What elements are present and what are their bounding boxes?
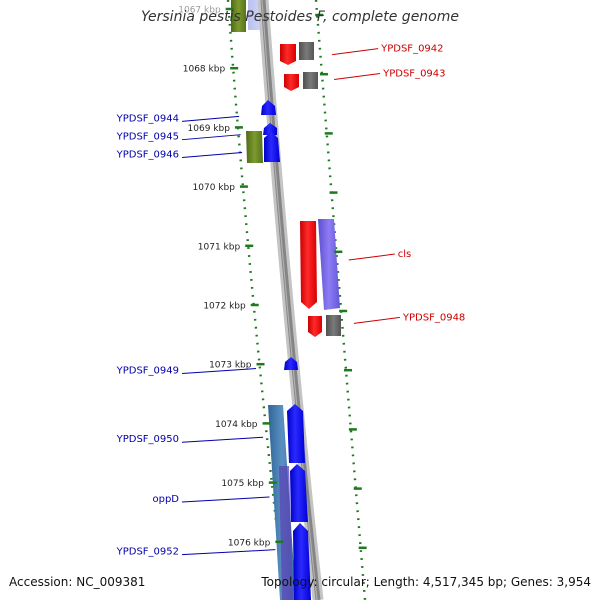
gene-label-right[interactable]: YPDSF_0942 — [380, 44, 443, 55]
genome-summary-text: Topology: circular; Length: 4,517,345 bp… — [261, 575, 591, 589]
gene-label-leader — [348, 253, 395, 261]
accession-text: Accession: NC_009381 — [9, 575, 146, 589]
gene-label-leader — [332, 48, 379, 56]
gene-label-left[interactable]: YPDSF_0945 — [116, 132, 179, 143]
gene-label-right[interactable]: YPDSF_0943 — [382, 68, 445, 79]
gene-label-left[interactable]: YPDSF_0944 — [116, 113, 179, 124]
gene-ypdsf-0945[interactable] — [263, 123, 277, 135]
gene-label-left[interactable]: YPDSF_0946 — [116, 149, 179, 160]
gene-label-leader — [181, 368, 257, 375]
kbp-tick-label: 1068 kbp — [183, 65, 226, 75]
kbp-tick-label: 1072 kbp — [203, 302, 246, 312]
gene-label-leader — [353, 316, 400, 324]
gray-feature-0942 — [299, 42, 314, 60]
gene-label-left[interactable]: YPDSF_0952 — [116, 547, 179, 558]
gene-ypdsf-0944[interactable] — [261, 100, 276, 115]
gene-label-right[interactable]: cls — [398, 249, 412, 260]
purple-feature-oppd — [279, 466, 293, 600]
gene-label-leader — [181, 151, 243, 158]
gene-label-leader — [334, 72, 381, 80]
kbp-tick-label: 1071 kbp — [198, 242, 241, 252]
backbone-highlight — [261, 0, 318, 600]
gene-label-right[interactable]: YPDSF_0948 — [402, 312, 465, 323]
gene-label-left[interactable]: YPDSF_0949 — [116, 366, 179, 377]
kbp-tick-label: 1076 kbp — [228, 538, 271, 548]
gene-cls[interactable] — [300, 221, 317, 309]
gene-ypdsf-0946[interactable] — [264, 132, 280, 162]
gene-label-leader — [181, 115, 240, 122]
gene-label-left[interactable]: YPDSF_0950 — [116, 434, 179, 445]
gene-label-leader — [181, 496, 270, 503]
kbp-tick-layer: 1067 kbp 1068 kbp 1069 kbp 1070 kbp 1071 kbp… — [178, 6, 367, 550]
gene-label-leader — [181, 134, 241, 141]
olive-feature-0946 — [246, 131, 263, 163]
gene-ypdsf-0942[interactable] — [280, 44, 296, 65]
gray-feature-0943 — [303, 72, 318, 89]
olive-feature-fragment — [231, 0, 246, 32]
purple-feature-cls — [318, 219, 340, 310]
gene-ypdsf-0943[interactable] — [284, 74, 299, 91]
kbp-tick-label: 1070 kbp — [193, 183, 236, 193]
gene-ypdsf-0952[interactable] — [293, 523, 311, 600]
gray-feature-0948 — [326, 315, 341, 336]
kbp-tick-label: 1067 kbp — [178, 6, 221, 16]
genome-backbone — [260, 0, 321, 600]
kbp-tick-label: 1075 kbp — [221, 479, 264, 489]
gene-label-leader — [181, 549, 276, 556]
kbp-tick-label: 1073 kbp — [209, 361, 252, 371]
kbp-tick-label: 1069 kbp — [188, 124, 231, 134]
gene-ypdsf-0949[interactable] — [284, 357, 298, 370]
kbp-tick-label: 1074 kbp — [215, 420, 258, 430]
gene-ypdsf-0950[interactable] — [287, 404, 305, 463]
gene-oppd[interactable] — [290, 464, 308, 522]
gene-label-left[interactable]: oppD — [152, 494, 179, 505]
gene-label-leader — [181, 436, 264, 443]
map-title: Yersinia pestis Pestoides F, complete ge… — [141, 9, 459, 25]
gene-ypdsf-0948[interactable] — [308, 316, 322, 337]
